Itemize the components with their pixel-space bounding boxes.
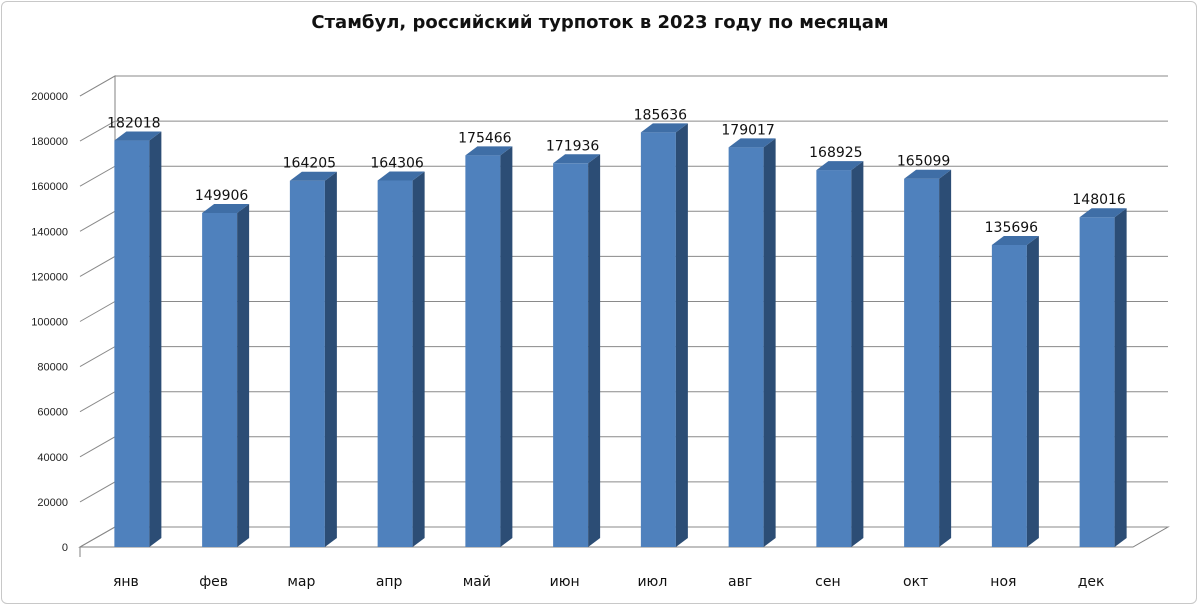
x-category-label: мар <box>287 574 315 590</box>
x-category-label: июл <box>637 574 667 590</box>
bar-side <box>237 203 250 547</box>
bar-side <box>149 131 162 547</box>
bar-top <box>991 236 1039 246</box>
x-category-label: ноя <box>990 574 1016 590</box>
y-axis-ticks: 0 20000 40000 60000 80000 100000 120000 140000 1… <box>31 91 68 554</box>
bar-front <box>816 170 852 547</box>
x-category-label: июн <box>550 574 580 590</box>
bar-front <box>289 180 325 548</box>
bar-front <box>1079 217 1115 547</box>
bar-side <box>763 138 776 548</box>
chart-title: Стамбул, российский турпоток в 2023 году… <box>311 12 889 33</box>
bar <box>640 123 688 548</box>
bar <box>904 169 952 547</box>
data-label: 185636 <box>634 107 688 123</box>
bar <box>728 138 776 548</box>
x-category-label: окт <box>903 574 928 590</box>
bar-side <box>1026 236 1039 547</box>
bar <box>289 171 337 548</box>
y-tick-label: 20000 <box>37 497 68 509</box>
bar-front <box>904 178 940 547</box>
bar-top <box>728 138 776 148</box>
bar-side <box>500 146 513 548</box>
data-label: 182018 <box>107 116 160 132</box>
x-category-label: май <box>463 574 491 590</box>
x-category-label: янв <box>113 574 139 590</box>
bar-top <box>1079 208 1127 218</box>
y-tick-label: 140000 <box>31 226 68 238</box>
bar <box>202 203 250 547</box>
bar <box>991 236 1039 547</box>
bar-side <box>588 154 601 548</box>
data-labels: 182018 149906 164205 164306 175466 171936 1856… <box>107 107 1126 236</box>
data-label: 168925 <box>809 145 862 161</box>
bar-top <box>377 171 425 181</box>
bar-side <box>324 171 337 548</box>
bar-top <box>904 169 952 179</box>
bar-side <box>675 123 688 548</box>
y-tick-label: 120000 <box>31 271 68 283</box>
y-tick-label: 200000 <box>31 91 68 103</box>
data-label: 149906 <box>195 188 249 204</box>
data-label: 148016 <box>1072 192 1126 208</box>
bar-front <box>202 212 238 547</box>
bar <box>377 171 425 547</box>
bar <box>816 161 864 547</box>
bar-side <box>851 161 864 547</box>
bar-front <box>640 132 676 548</box>
bar-top <box>202 203 250 213</box>
bar-top <box>816 161 864 171</box>
data-label: 179017 <box>721 122 774 138</box>
y-tick-label: 60000 <box>37 407 68 419</box>
bar-front <box>465 155 501 548</box>
bar-top <box>640 123 688 133</box>
data-label: 164306 <box>370 155 424 171</box>
y-tick-label: 180000 <box>31 136 68 148</box>
y-tick-label: 100000 <box>31 317 68 329</box>
bar-top <box>289 171 337 181</box>
data-label: 165099 <box>897 154 950 170</box>
y-tick-label: 0 <box>62 542 68 554</box>
gridline <box>79 75 1168 97</box>
gridline <box>79 165 1168 187</box>
bar-front <box>377 180 413 547</box>
bar-front <box>114 140 150 547</box>
bar <box>465 146 513 548</box>
bar-top <box>465 146 513 156</box>
bar <box>553 154 601 548</box>
bar-side <box>412 171 425 547</box>
y-tick-label: 80000 <box>37 362 68 374</box>
bar <box>1079 208 1127 547</box>
bar <box>114 131 162 547</box>
data-label: 171936 <box>546 138 600 154</box>
bar-side <box>1114 208 1127 547</box>
y-tick-label: 160000 <box>31 181 68 193</box>
data-label: 175466 <box>458 130 512 146</box>
bar-front <box>728 147 764 548</box>
bar-top <box>114 131 162 141</box>
data-label: 164205 <box>283 156 336 172</box>
bars <box>114 123 1127 548</box>
x-category-label: фев <box>199 574 228 590</box>
data-label: 135696 <box>985 220 1039 236</box>
bar-front <box>991 245 1027 547</box>
x-category-label: апр <box>376 574 403 590</box>
x-category-label: сен <box>815 574 840 590</box>
x-axis-categories: янв фев мар апр май июн июл авг сен окт ноя дек <box>113 574 1105 590</box>
x-category-label: дек <box>1078 574 1105 590</box>
bar-side <box>939 169 952 547</box>
bar-top <box>553 154 601 164</box>
x-category-label: авг <box>728 574 752 590</box>
gridline <box>79 120 1168 142</box>
y-tick-label: 40000 <box>37 452 68 464</box>
bar-front <box>553 163 589 548</box>
